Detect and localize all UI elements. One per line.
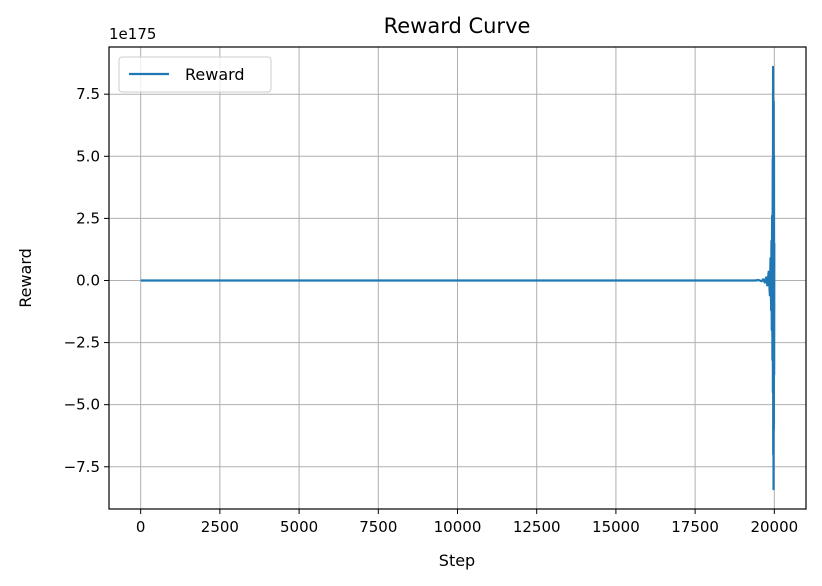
- y-axis-label: Reward: [16, 248, 35, 308]
- legend-label: Reward: [185, 65, 245, 84]
- x-tick-label: 0: [136, 518, 146, 536]
- y-tick-label: 5.0: [76, 147, 100, 165]
- y-tick-label: −5.0: [64, 396, 100, 414]
- x-tick-label: 10000: [434, 518, 482, 536]
- x-tick-label: 20000: [750, 518, 798, 536]
- chart-title: Reward Curve: [384, 14, 531, 38]
- y-tick-label: 0.0: [76, 271, 100, 289]
- legend-box: [118, 56, 272, 93]
- y-tick-label: −2.5: [64, 334, 100, 352]
- x-tick-label: 17500: [671, 518, 719, 536]
- x-tick-label: 7500: [359, 518, 397, 536]
- y-tick-label: −7.5: [64, 458, 100, 476]
- x-tick-label: 15000: [592, 518, 640, 536]
- legend: Reward: [118, 56, 272, 93]
- x-ticks: 0 2500 5000 7500 10000 12500 15000 17500 20000: [136, 509, 798, 536]
- x-tick-label: 2500: [201, 518, 239, 536]
- y-tick-label: 7.5: [76, 85, 100, 103]
- x-tick-label: 12500: [513, 518, 561, 536]
- y-ticks: −7.5 −5.0 −2.5 0.0 2.5 5.0 7.5: [64, 85, 109, 476]
- reward-series-line: [140, 65, 776, 491]
- y-offset-text: 1e175: [109, 25, 156, 43]
- x-axis-label: Step: [439, 551, 475, 570]
- y-tick-label: 2.5: [76, 209, 100, 227]
- series-layer: [140, 65, 776, 491]
- x-tick-label: 5000: [280, 518, 318, 536]
